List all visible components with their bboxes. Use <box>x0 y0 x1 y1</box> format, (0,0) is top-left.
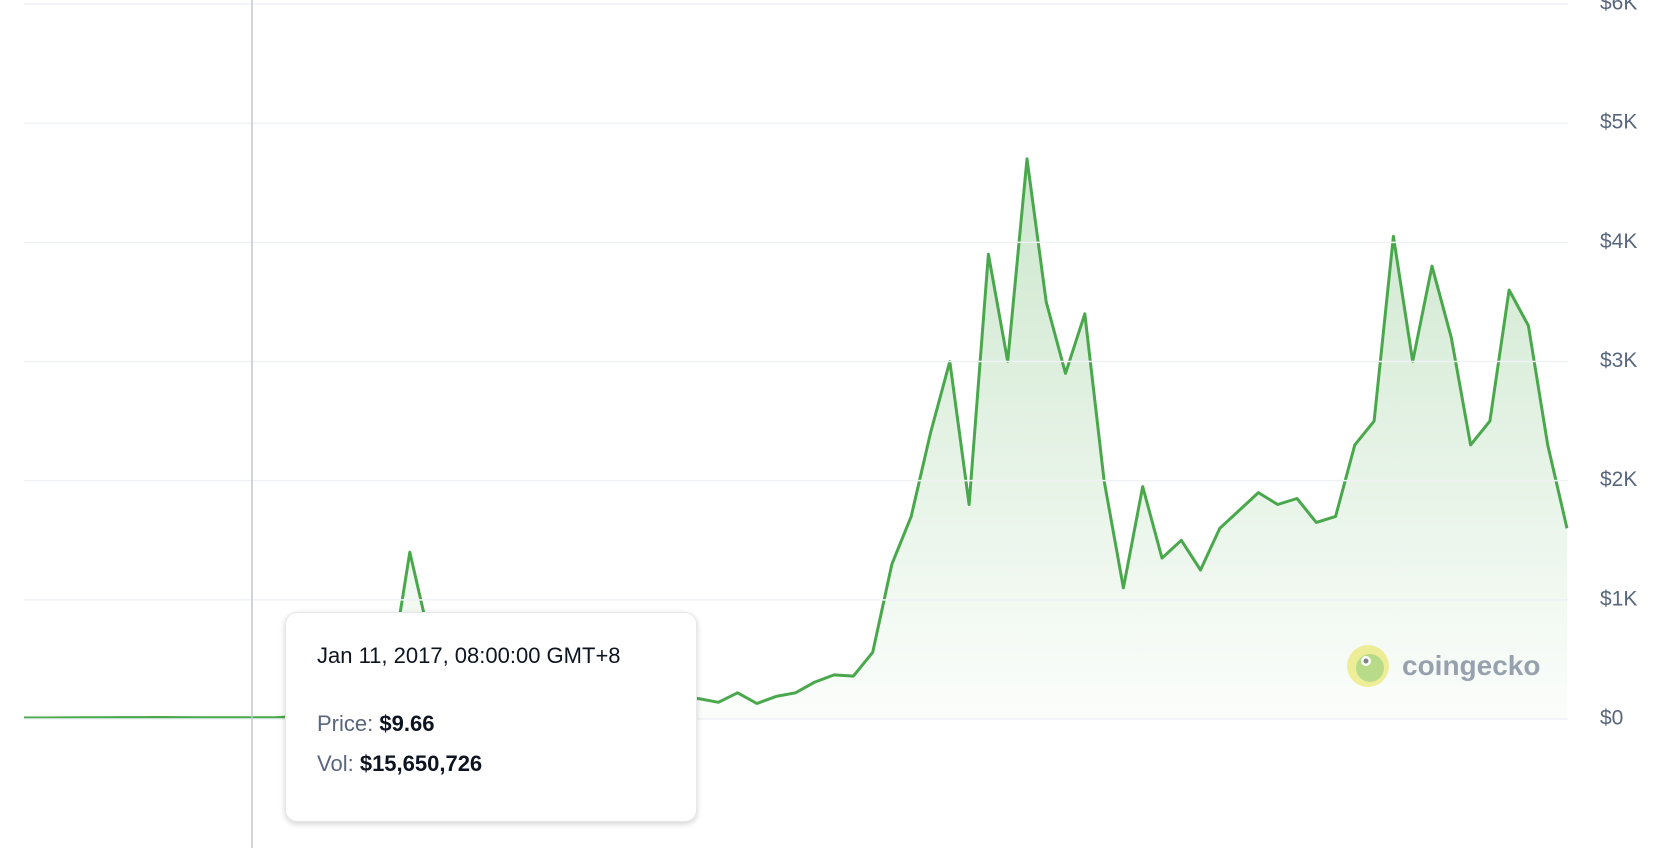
y-tick-label: $0 <box>1600 707 1623 730</box>
y-tick-label: $2K <box>1600 468 1637 491</box>
brand-logo <box>1347 645 1389 687</box>
line <box>24 157 1569 720</box>
tooltip-date: Jan 11, 2017, 08:00:00 GMT+8 <box>317 643 621 668</box>
y-tick-label: $6K <box>1600 0 1637 15</box>
tooltip-price-row: Price: $9.66 <box>317 711 665 737</box>
tooltip: Jan 11, 2017, 08:00:00 GMT+8 Price: $9.6… <box>285 612 697 822</box>
brand-name: coingecko <box>1402 650 1541 681</box>
tooltip-vol: $15,650,726 <box>359 751 483 776</box>
y-tick-label: $3K <box>1600 349 1637 372</box>
area <box>24 158 1567 719</box>
y-tick-label: $4K <box>1600 230 1637 253</box>
tooltip-price-label: Price: <box>317 711 374 736</box>
y-tick-label: $1K <box>1600 587 1637 610</box>
tooltip-price: $9.66 <box>379 711 435 736</box>
tooltip-vol-row: Vol: $15,650,726 <box>317 751 665 777</box>
tooltip-vol-label: Vol: <box>317 751 354 776</box>
y-tick-label: $5K <box>1600 111 1637 134</box>
brand: coingecko <box>1346 644 1540 688</box>
